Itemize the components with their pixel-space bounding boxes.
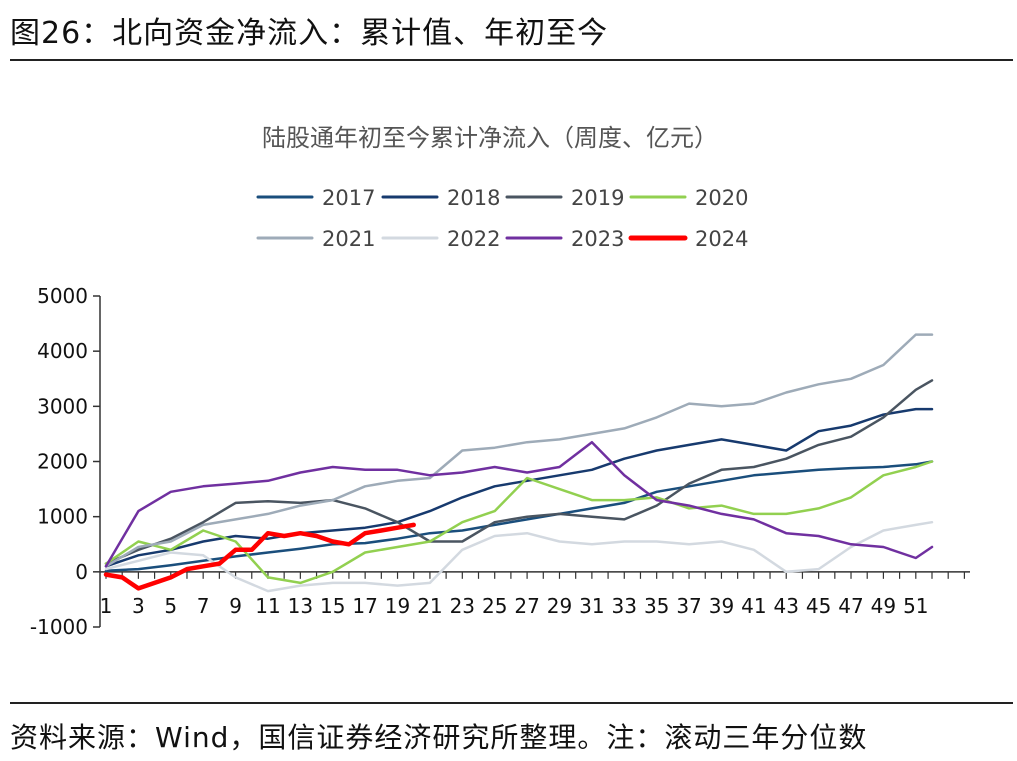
- top-rule: [10, 59, 1013, 61]
- bottom-rule: [10, 702, 1013, 704]
- y-tick-label: 5000: [37, 284, 88, 308]
- series-line-2024: [103, 522, 416, 591]
- series-line-2019: [104, 379, 934, 565]
- x-tick-label: 45: [806, 594, 831, 618]
- x-tick-label: 5: [164, 594, 177, 618]
- x-tick-label: 9: [229, 594, 242, 618]
- x-tick-label: 15: [320, 594, 345, 618]
- series-layer: [103, 333, 934, 593]
- y-tick-label: 2000: [37, 450, 88, 474]
- x-tick-label: 31: [579, 594, 604, 618]
- legend-label-2023: 2023: [571, 227, 624, 251]
- x-tick-label: 51: [903, 594, 928, 618]
- x-tick-label: 43: [774, 594, 799, 618]
- x-tick-label: 7: [197, 594, 210, 618]
- legend-label-2017: 2017: [322, 186, 375, 210]
- series-line-2021: [104, 333, 934, 568]
- chart-title: 陆股通年初至今累计净流入（周度、亿元）: [262, 124, 718, 152]
- x-tick-label: 1: [100, 594, 113, 618]
- x-tick-label: 19: [385, 594, 410, 618]
- x-tick-label: 3: [132, 594, 145, 618]
- y-tick-label: 3000: [37, 394, 88, 418]
- x-tick-label: 37: [676, 594, 701, 618]
- y-tick-label: 1000: [37, 505, 88, 529]
- legend-label-2021: 2021: [322, 227, 375, 251]
- x-tick-label: 39: [709, 594, 734, 618]
- legend-label-2018: 2018: [447, 186, 500, 210]
- x-tick-label: 35: [644, 594, 669, 618]
- x-tick-label: 27: [514, 594, 539, 618]
- x-tick-label: 11: [255, 594, 280, 618]
- x-tick-label: 33: [612, 594, 637, 618]
- x-tick-label: 25: [482, 594, 507, 618]
- y-tick-label: 4000: [37, 339, 88, 363]
- x-tick-label: 23: [450, 594, 475, 618]
- x-tick-label: 29: [547, 594, 572, 618]
- legend-label-2024: 2024: [695, 227, 748, 251]
- figure-title: 图26：北向资金净流入：累计值、年初至今: [10, 16, 609, 51]
- series-line-2018: [104, 407, 934, 568]
- legend-label-2019: 2019: [571, 186, 624, 210]
- series-line-2022: [104, 520, 934, 593]
- series-line-2023: [104, 440, 934, 568]
- x-tick-label: 49: [871, 594, 896, 618]
- y-tick-label: -1000: [30, 615, 88, 639]
- y-tick-label: 0: [75, 560, 88, 584]
- legend-label-2022: 2022: [447, 227, 500, 251]
- legend-label-2020: 2020: [695, 186, 748, 210]
- x-tick-label: 13: [288, 594, 313, 618]
- x-tick-label: 47: [838, 594, 863, 618]
- x-tick-label: 17: [352, 594, 377, 618]
- line-chart: 陆股通年初至今累计净流入（周度、亿元） 2017 2018 2019 2020 2021…: [30, 124, 970, 639]
- legend: 2017 2018 2019 2020 2021 2022 2023 2024: [256, 186, 748, 251]
- x-tick-label: 21: [417, 594, 442, 618]
- series-line-2020: [104, 460, 934, 585]
- source-note: 资料来源：Wind，国信证券经济研究所整理。注：滚动三年分位数: [10, 721, 868, 754]
- x-tick-label: 41: [741, 594, 766, 618]
